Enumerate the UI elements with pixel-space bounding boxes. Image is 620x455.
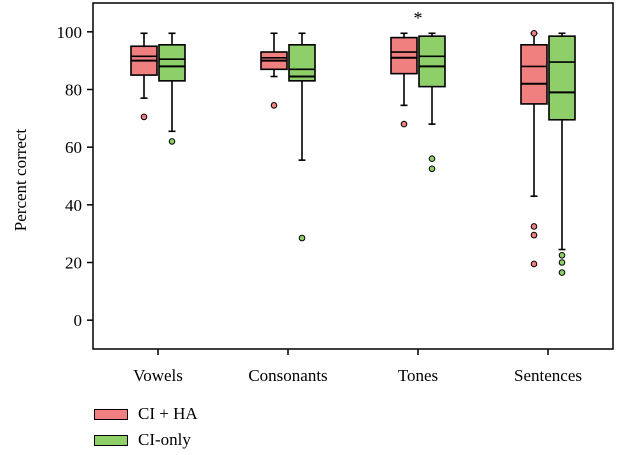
box-rect (418, 35, 446, 88)
box-ci-ha-sentences (520, 29, 548, 268)
outlier-point (428, 165, 436, 173)
box-ci-ha-consonants (260, 32, 288, 109)
box-ci-ha-tones (390, 32, 418, 128)
outlier-point (400, 120, 408, 128)
outlier-point (168, 138, 176, 145)
legend-swatch-ci-ha (94, 408, 128, 420)
outlier-point (530, 260, 538, 268)
x-tick-label-tones: Tones (398, 366, 438, 385)
y-axis-label: Percent correct (11, 129, 30, 232)
y-tick-label: 80 (65, 81, 82, 100)
box-rect (158, 44, 186, 82)
outlier-point (558, 251, 566, 259)
outlier-point (298, 234, 306, 242)
outlier-point (270, 102, 278, 109)
box-rect (548, 35, 576, 121)
box-rect (390, 36, 418, 75)
outlier-point (530, 29, 538, 37)
box-rect (288, 44, 316, 82)
significance-annotation: * (414, 8, 423, 28)
plot-axes: 0 20 40 60 80 100 Vowels Consonants Tones Sentenc… (57, 2, 614, 385)
box-ci-only-vowels (158, 32, 186, 145)
legend-item-ci-ha: CI + HA (94, 404, 198, 424)
x-tick-label-consonants: Consonants (248, 366, 327, 385)
y-tick-label: 0 (74, 311, 83, 330)
y-tick-label: 20 (65, 254, 82, 273)
box-ci-only-sentences (548, 32, 576, 276)
outlier-point (530, 231, 538, 239)
outlier-point (530, 223, 538, 230)
legend-item-ci-only: CI-only (94, 430, 191, 450)
box-groups (130, 29, 576, 276)
legend-swatch-ci-only (94, 434, 128, 446)
outlier-point (558, 269, 566, 276)
outlier-point (140, 113, 148, 121)
y-tick-label: 100 (57, 23, 83, 42)
box-ci-only-consonants (288, 32, 316, 242)
legend-label-ci-ha: CI + HA (138, 404, 198, 423)
outlier-point (558, 259, 566, 266)
outlier-point (428, 155, 436, 162)
x-tick-label-vowels: Vowels (133, 366, 183, 385)
box-ci-only-tones (418, 32, 446, 173)
x-tick-label-sentences: Sentences (514, 366, 582, 385)
plot-frame (92, 2, 614, 350)
y-tick-label: 60 (65, 138, 82, 157)
legend-label-ci-only: CI-only (138, 430, 191, 449)
y-tick-label: 40 (65, 196, 82, 215)
box-ci-ha-vowels (130, 32, 158, 121)
box-rect (520, 44, 548, 105)
